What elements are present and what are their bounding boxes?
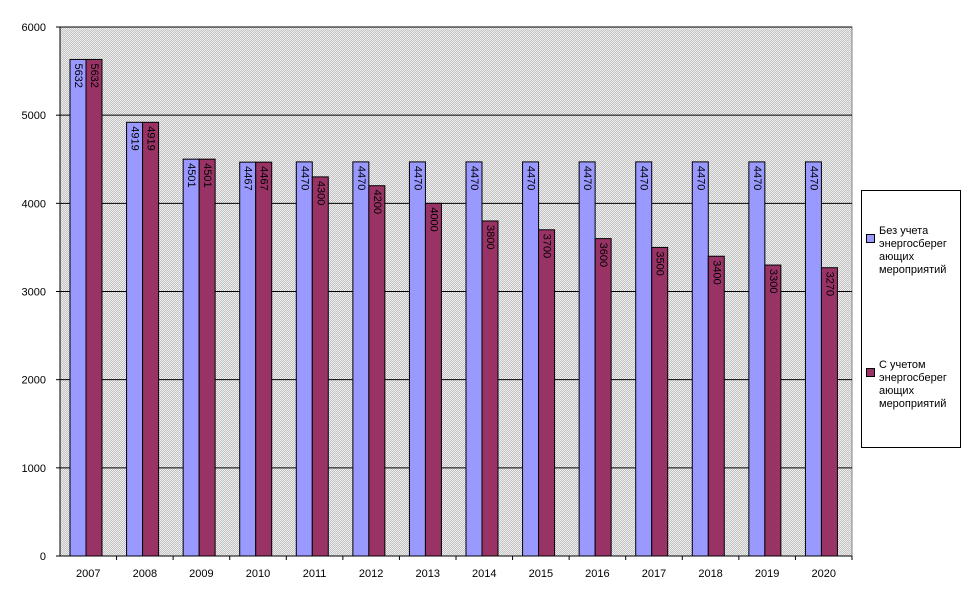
- bar: [69, 58, 87, 557]
- data-label: 5632: [72, 63, 84, 87]
- data-label: 3700: [541, 234, 553, 258]
- data-label: 4470: [581, 166, 593, 190]
- x-tick-label: 2018: [698, 568, 722, 580]
- y-tick-label: 5000: [22, 110, 46, 122]
- y-tick-label: 0: [40, 551, 46, 563]
- bar: [368, 185, 386, 557]
- bars: 5632 5632 4919 4919 4501 4501 4467 4467 4470 4300…: [69, 58, 838, 557]
- bar: [85, 58, 103, 557]
- bar: [538, 229, 556, 557]
- bar: [820, 267, 838, 557]
- x-tick-label: 2017: [642, 568, 666, 580]
- bar: [182, 158, 200, 557]
- data-label: 3800: [484, 225, 496, 249]
- data-label: 3400: [710, 260, 722, 284]
- y-tick-label: 1000: [22, 463, 46, 475]
- bar: [522, 161, 540, 557]
- legend-label-without: Без учета энергосберег ающих мероприятий: [879, 225, 947, 276]
- data-label: 4470: [298, 166, 310, 190]
- legend-entry-without: Без учета энергосберег ающих мероприятий: [866, 225, 961, 277]
- x-tick-label: 2010: [246, 568, 270, 580]
- bar: [255, 161, 273, 557]
- data-label: 4470: [751, 166, 763, 190]
- bar: [352, 161, 370, 557]
- data-label: 4501: [201, 163, 213, 187]
- x-tick-label: 2012: [359, 568, 383, 580]
- y-tick-label: 2000: [22, 375, 46, 387]
- bar: [465, 161, 483, 557]
- legend-swatch-with: [866, 368, 875, 377]
- bar: [408, 161, 426, 557]
- x-tick-label: 2009: [189, 568, 213, 580]
- data-label: 4919: [129, 126, 141, 150]
- data-label: 4470: [525, 166, 537, 190]
- legend: Без учета энергосберег ающих мероприятий…: [861, 190, 961, 448]
- data-label: 4200: [371, 190, 383, 214]
- y-tick-label: 6000: [22, 22, 46, 34]
- bar: [764, 264, 782, 557]
- bar: [481, 220, 499, 557]
- data-label: 4467: [242, 166, 254, 190]
- y-tick-label: 4000: [22, 198, 46, 210]
- data-label: 4919: [145, 126, 157, 150]
- bar: [804, 161, 822, 557]
- bar: [126, 121, 144, 557]
- x-tick-label: 2014: [472, 568, 496, 580]
- data-label: 4501: [185, 163, 197, 187]
- x-tick-label: 2020: [811, 568, 835, 580]
- x-tick-label: 2013: [415, 568, 439, 580]
- bar: [651, 246, 669, 557]
- data-label: 4470: [807, 166, 819, 190]
- x-tick-label: 2007: [76, 568, 100, 580]
- legend-swatch-without: [866, 234, 875, 243]
- legend-label-with: С учетом энергосберег ающих мероприятий: [879, 359, 947, 410]
- x-tick-label: 2008: [133, 568, 157, 580]
- x-tick-label: 2016: [585, 568, 609, 580]
- data-label: 3500: [654, 251, 666, 275]
- bar: [707, 255, 725, 557]
- y-tick-label: 3000: [22, 287, 46, 299]
- data-label: 4470: [694, 166, 706, 190]
- bar: [311, 176, 329, 557]
- legend-entry-with: С учетом энергосберег ающих мероприятий: [866, 359, 961, 411]
- bar: [748, 161, 766, 557]
- x-tick-label: 2011: [303, 568, 327, 580]
- bar: [691, 161, 709, 557]
- bar: [424, 202, 442, 557]
- data-label: 4467: [258, 166, 270, 190]
- data-label: 4470: [638, 166, 650, 190]
- data-label: 3600: [597, 243, 609, 267]
- data-label: 4470: [468, 166, 480, 190]
- data-label: 4300: [314, 181, 326, 205]
- x-tick-label: 2019: [755, 568, 779, 580]
- data-label: 3300: [767, 269, 779, 293]
- bar: [635, 161, 653, 557]
- axes: 0 1000 2000 3000 4000 5000 6000 2007 2008 2009 201…: [22, 22, 853, 580]
- bar: [594, 238, 612, 557]
- bar: [142, 121, 160, 557]
- bar: [295, 161, 313, 557]
- data-label: 5632: [88, 63, 100, 87]
- data-label: 3270: [823, 272, 835, 296]
- bar: [239, 161, 257, 557]
- bar: [578, 161, 596, 557]
- data-label: 4470: [411, 166, 423, 190]
- bar: [198, 158, 216, 557]
- data-label: 4000: [427, 207, 439, 231]
- x-tick-label: 2015: [529, 568, 553, 580]
- data-label: 4470: [355, 166, 367, 190]
